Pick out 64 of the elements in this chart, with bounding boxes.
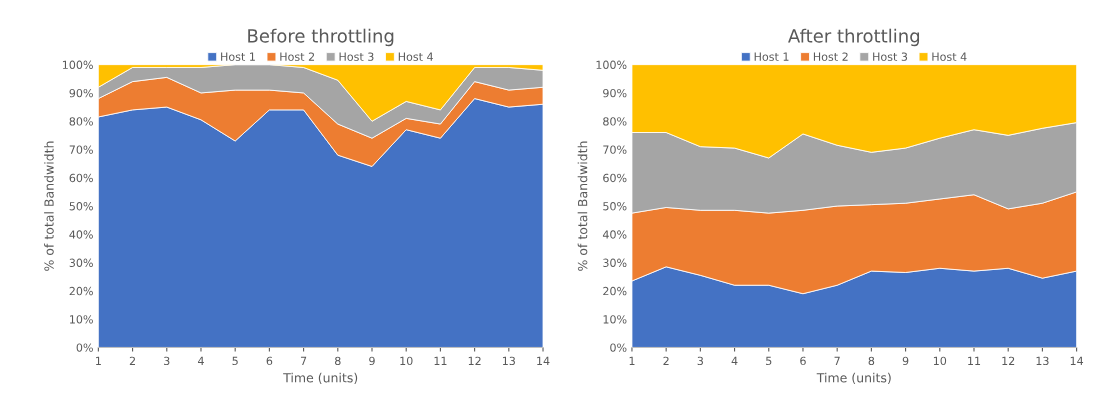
legend-label: Host 3: [873, 52, 908, 61]
y-tick-label: 90%: [69, 88, 93, 98]
y-tick-label: 70%: [69, 145, 93, 154]
x-tick-label: 9: [902, 356, 909, 366]
chart-title: After throttling: [788, 28, 920, 47]
x-tick-label: 9: [369, 356, 375, 366]
y-tick-label: 90%: [603, 88, 627, 98]
y-tick-label: 60%: [603, 173, 627, 183]
x-axis-title: Time (units): [816, 372, 891, 384]
x-tick-label: 2: [129, 356, 135, 365]
x-tick-label: 14: [537, 356, 550, 365]
y-tick-label: 0%: [610, 343, 627, 352]
x-tick-label: 5: [766, 356, 772, 366]
y-tick-label: 10%: [70, 315, 93, 324]
x-tick-label: 1: [629, 356, 635, 365]
legend-label: Host 3: [339, 52, 374, 61]
legend-label: Host 2: [813, 52, 848, 61]
x-tick-label: 10: [933, 356, 947, 366]
x-tick-label: 12: [1002, 356, 1015, 365]
x-tick-label: 11: [434, 356, 447, 365]
y-tick-label: 40%: [69, 230, 93, 239]
legend-label: Host 2: [280, 52, 315, 61]
x-tick-label: 1: [96, 356, 101, 365]
x-tick-label: 8: [868, 356, 875, 366]
y-tick-label: 40%: [602, 230, 627, 239]
x-tick-label: 6: [266, 356, 273, 366]
x-tick-label: 13: [502, 356, 515, 366]
legend-label: Host 1: [221, 52, 255, 61]
chart-title: Before throttling: [248, 28, 394, 47]
y-tick-label: 30%: [69, 258, 93, 267]
x-tick-label: 10: [400, 356, 413, 366]
y-tick-label: 80%: [603, 117, 627, 126]
y-tick-label: 70%: [603, 145, 627, 154]
legend-label: Host 4: [398, 52, 433, 61]
x-tick-label: 4: [197, 356, 204, 365]
x-tick-label: 6: [800, 356, 806, 366]
x-tick-label: 2: [663, 356, 669, 365]
x-tick-label: 4: [731, 356, 738, 365]
x-tick-label: 8: [335, 356, 341, 366]
x-axis-title: Time (units): [283, 372, 358, 384]
legend-label: Host 1: [754, 52, 789, 61]
x-tick-label: 7: [300, 356, 307, 365]
y-tick-label: 100%: [62, 60, 93, 70]
y-tick-label: 20%: [603, 286, 627, 296]
y-tick-label: 0%: [76, 343, 93, 352]
y-tick-label: 80%: [69, 117, 93, 126]
y-tick-label: 10%: [603, 315, 627, 324]
y-tick-label: 30%: [603, 258, 627, 267]
legend-label: Host 4: [932, 52, 967, 61]
x-tick-label: 14: [1070, 356, 1084, 365]
y-tick-label: 100%: [596, 60, 627, 70]
x-tick-label: 3: [164, 356, 170, 366]
y-tick-label: 50%: [603, 202, 627, 211]
y-axis-title: % of total Bandwidth: [577, 141, 588, 271]
y-tick-label: 50%: [69, 202, 93, 211]
x-tick-label: 13: [1036, 356, 1049, 366]
y-tick-label: 60%: [69, 173, 93, 183]
y-axis-title: % of total Bandwidth: [44, 141, 54, 271]
y-tick-label: 20%: [69, 286, 93, 296]
x-tick-label: 5: [232, 356, 238, 366]
x-tick-label: 3: [697, 356, 703, 366]
x-tick-label: 11: [968, 356, 981, 365]
x-tick-label: 7: [834, 356, 840, 365]
x-tick-label: 12: [468, 356, 481, 365]
